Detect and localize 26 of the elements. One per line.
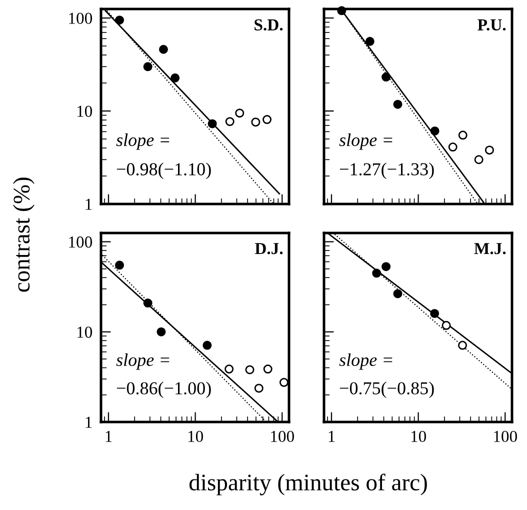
x-tick-label: 100 (494, 430, 517, 442)
x-tick-label: 10 (188, 430, 203, 442)
y-tick-label: 1 (86, 198, 92, 210)
y-axis-title: contrast (%) (13, 178, 34, 292)
x-axis-title: disparity (minutes of arc) (189, 474, 427, 496)
annotation: −1.27(−1.33) (340, 162, 434, 180)
y-tick-label: 10 (77, 326, 92, 338)
x-tick-label: 100 (271, 430, 294, 442)
annotation: slope = (339, 133, 392, 150)
chart-title: P.U. (478, 19, 506, 31)
annotation: −0.75(−0.85) (340, 382, 434, 398)
x-tick-label: 1 (328, 430, 335, 442)
chart-title: D.J. (254, 243, 283, 254)
y-tick-label: 10 (77, 106, 92, 117)
y-tick-label: 1 (86, 416, 92, 428)
y-tick-label: 100 (69, 12, 92, 24)
annotation: slope = (116, 133, 170, 150)
annotation: −0.98(−1.10) (116, 162, 211, 180)
x-tick-label: 1 (106, 430, 112, 442)
chart-title: M.J. (474, 243, 506, 254)
x-tick-label: 10 (411, 430, 426, 442)
annotation: slope = (116, 353, 170, 370)
chart-title: S.D. (254, 19, 283, 31)
annotation: −0.86(−1.00) (116, 382, 211, 398)
annotation: slope = (339, 353, 392, 370)
y-tick-label: 100 (69, 236, 92, 248)
